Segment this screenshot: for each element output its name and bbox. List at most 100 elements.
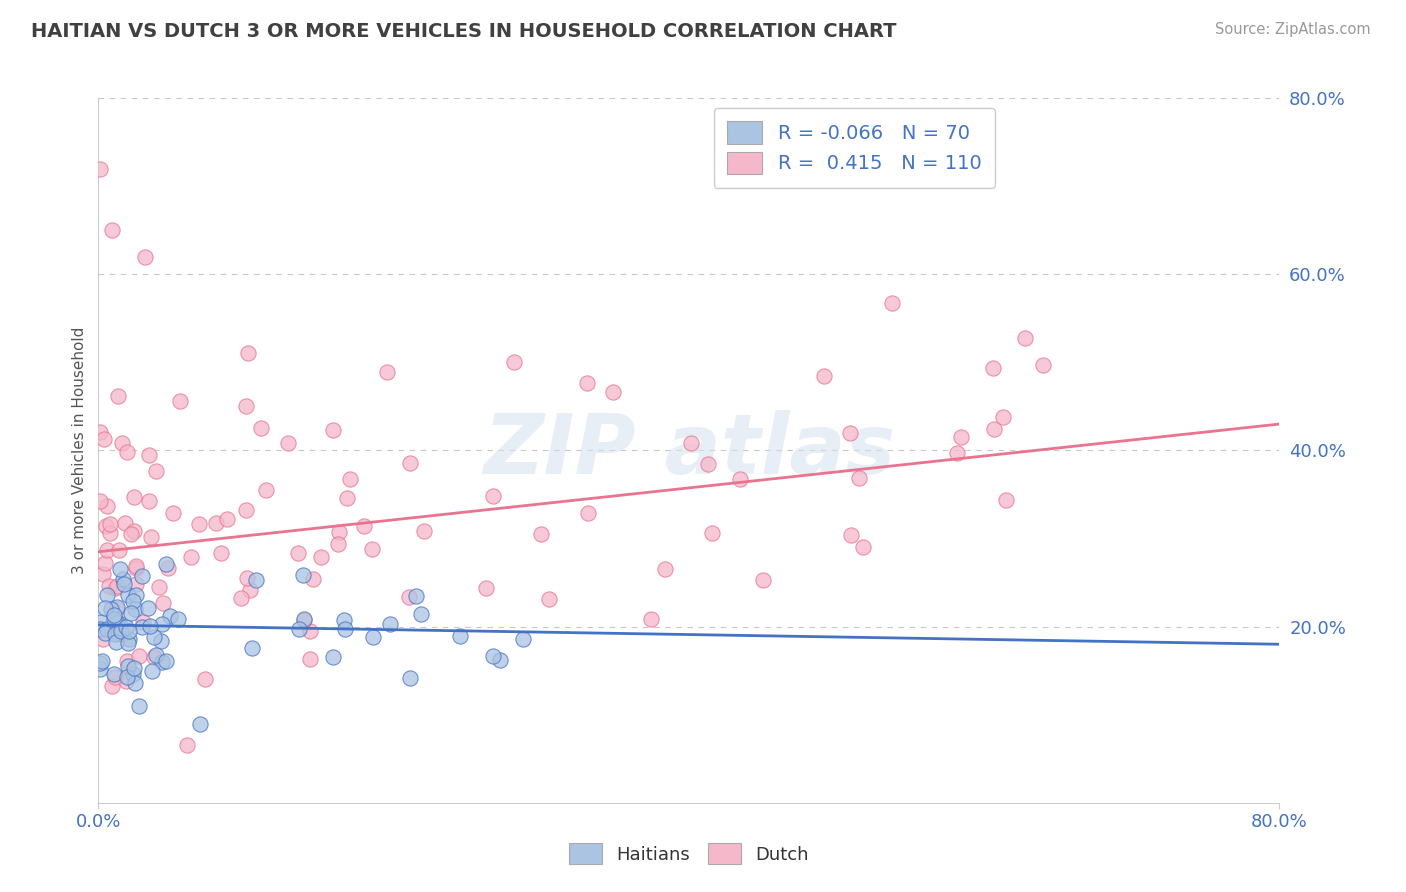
Point (399, 671, 422, 685)
Point (292, 612, 315, 626)
Point (149, 633, 172, 648)
Point (136, 601, 159, 615)
Point (115, 673, 138, 688)
Point (298, 624, 321, 639)
Point (98, 516, 121, 531)
Point (162, 506, 184, 520)
Point (100, 602, 122, 616)
Point (105, 615, 128, 630)
Point (104, 616, 127, 631)
Point (131, 620, 153, 634)
Point (353, 518, 375, 533)
Point (287, 546, 309, 560)
Point (103, 612, 125, 626)
Point (489, 653, 512, 667)
Point (169, 394, 191, 409)
Point (229, 591, 252, 606)
Point (104, 581, 127, 595)
Point (848, 470, 870, 484)
Point (128, 648, 150, 663)
Point (141, 664, 163, 678)
Point (512, 632, 534, 646)
Point (752, 573, 775, 587)
Point (839, 528, 862, 542)
Point (98, 525, 121, 540)
Point (115, 620, 138, 634)
Point (654, 562, 676, 576)
Point (576, 376, 599, 390)
Point (380, 617, 402, 632)
Point (728, 472, 751, 486)
Point (110, 624, 132, 639)
Point (249, 421, 271, 435)
Point (503, 355, 526, 369)
Point (328, 525, 350, 540)
Point (880, 296, 903, 310)
Point (301, 572, 323, 586)
Point (107, 389, 129, 403)
Y-axis label: 3 or more Vehicles in Household: 3 or more Vehicles in Household (72, 326, 87, 574)
Point (311, 549, 333, 564)
Point (107, 579, 129, 593)
Point (134, 250, 156, 264)
Point (145, 648, 167, 662)
Point (103, 667, 125, 681)
Point (298, 652, 321, 666)
Point (361, 630, 384, 644)
Point (413, 524, 436, 538)
Point (115, 445, 138, 459)
Text: ZIP atlas: ZIP atlas (482, 410, 896, 491)
Point (96, 499, 118, 513)
Point (125, 561, 148, 575)
Point (204, 516, 226, 530)
Point (104, 626, 127, 640)
Point (640, 612, 662, 626)
Point (235, 503, 257, 517)
Point (108, 615, 131, 630)
Point (120, 606, 142, 620)
Point (176, 738, 198, 752)
Point (159, 609, 181, 624)
Text: Source: ZipAtlas.com: Source: ZipAtlas.com (1215, 22, 1371, 37)
Point (530, 527, 553, 541)
Point (602, 384, 624, 399)
Point (398, 456, 420, 470)
Point (209, 546, 232, 560)
Point (236, 345, 259, 359)
Point (180, 549, 202, 564)
Point (411, 607, 433, 622)
Point (148, 581, 170, 595)
Point (101, 223, 124, 237)
Point (983, 422, 1005, 436)
Point (112, 577, 135, 591)
Point (96, 622, 118, 636)
Point (100, 679, 122, 693)
Point (124, 490, 146, 504)
Point (254, 483, 277, 497)
Point (101, 625, 124, 640)
Point (697, 458, 720, 472)
Point (245, 573, 267, 587)
Point (139, 618, 162, 632)
Point (114, 516, 136, 530)
Point (131, 569, 153, 583)
Point (124, 601, 146, 615)
Point (475, 581, 498, 595)
Point (105, 602, 128, 616)
Text: HAITIAN VS DUTCH 3 OR MORE VEHICLES IN HOUSEHOLD CORRELATION CHART: HAITIAN VS DUTCH 3 OR MORE VEHICLES IN H… (31, 22, 897, 41)
Point (155, 557, 177, 571)
Point (125, 577, 148, 591)
Point (107, 626, 129, 640)
Point (125, 587, 148, 601)
Point (103, 608, 125, 623)
Point (277, 435, 299, 450)
Point (89, 493, 111, 508)
Point (122, 661, 145, 675)
Point (328, 537, 350, 551)
Point (117, 588, 139, 602)
Point (145, 464, 167, 478)
Point (188, 517, 211, 532)
Point (288, 622, 311, 636)
Point (117, 670, 139, 684)
Point (188, 717, 211, 731)
